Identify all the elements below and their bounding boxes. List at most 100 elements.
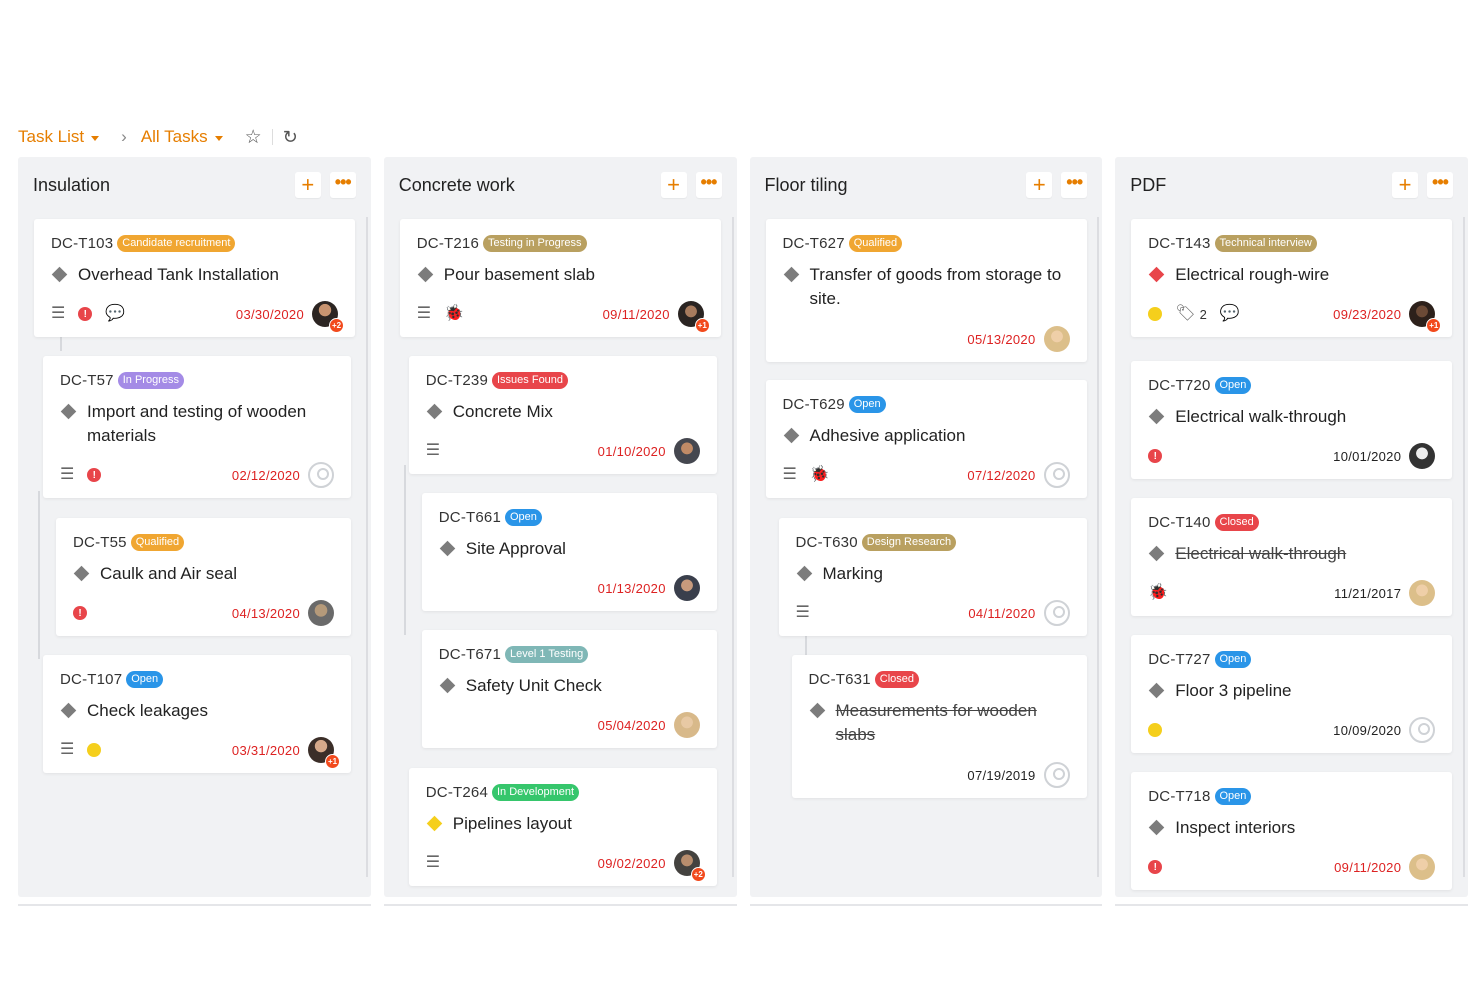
subtasks-icon[interactable]: ☰ (795, 604, 810, 621)
avatar[interactable] (673, 575, 700, 601)
task-id[interactable]: DC-T107 (60, 670, 123, 688)
subtasks-icon[interactable]: ☰ (416, 305, 432, 322)
task-title[interactable]: Overhead Tank Installation (78, 265, 279, 284)
task-title[interactable]: Pipelines layout (452, 814, 572, 833)
task-id[interactable]: DC-T140 (1148, 513, 1211, 531)
task-id[interactable]: DC-T216 (416, 234, 479, 252)
star-icon[interactable]: ☆ (244, 126, 262, 148)
task-card[interactable]: DC-T630 Design Research Marking ☰ 04/11/… (778, 518, 1087, 636)
unassigned-avatar[interactable] (1409, 717, 1436, 743)
task-id[interactable]: DC-T631 (808, 670, 871, 688)
task-id[interactable]: DC-T239 (425, 371, 488, 389)
refresh-icon[interactable]: ↻ (282, 126, 298, 147)
avatar[interactable] (1409, 580, 1436, 606)
task-title[interactable]: Concrete Mix (452, 402, 553, 421)
task-card[interactable]: DC-T661 Open Site Approval 01/13/2020 (421, 493, 717, 611)
task-title[interactable]: Electrical rough-wire (1175, 265, 1330, 284)
subtasks-icon[interactable]: ☰ (425, 854, 441, 871)
avatar[interactable] (673, 438, 700, 464)
task-id[interactable]: DC-T627 (782, 234, 845, 252)
task-card[interactable]: DC-T143 Technical interview Electrical r… (1131, 219, 1453, 337)
task-card[interactable]: DC-T216 Testing in Progress Pour basemen… (399, 219, 721, 337)
task-card[interactable]: DC-T103 Candidate recruitment Overhead T… (34, 219, 355, 337)
comment-icon[interactable]: 💬 (105, 305, 126, 322)
task-id[interactable]: DC-T103 (51, 234, 114, 252)
task-title[interactable]: Floor 3 pipeline (1175, 681, 1292, 700)
task-card[interactable]: DC-T264 In Development Pipelines layout … (408, 768, 717, 886)
task-title[interactable]: Adhesive application (809, 426, 966, 445)
task-title[interactable]: Marking (822, 564, 883, 583)
task-card[interactable]: DC-T629 Open Adhesive application ☰ 🐞 07… (765, 380, 1087, 498)
task-card[interactable]: DC-T720 Open Electrical walk-through ! 1… (1131, 361, 1453, 479)
column-scrollbar[interactable] (731, 217, 734, 877)
more-options-button[interactable]: ••• (1427, 172, 1453, 198)
avatar[interactable] (1409, 443, 1436, 469)
bug-icon[interactable]: 🐞 (444, 305, 465, 322)
avatar[interactable]: +1 (677, 301, 710, 333)
avatar[interactable]: +2 (673, 850, 706, 882)
column-scrollbar[interactable] (1463, 217, 1465, 877)
task-id[interactable]: DC-T671 (438, 645, 501, 663)
unassigned-avatar[interactable] (308, 462, 334, 488)
subtasks-icon[interactable]: ☰ (51, 305, 66, 322)
avatar[interactable]: +1 (308, 737, 340, 769)
task-id[interactable]: DC-T55 (73, 533, 127, 551)
task-id[interactable]: DC-T718 (1148, 787, 1211, 805)
bug-icon[interactable]: 🐞 (1148, 584, 1169, 601)
add-task-button[interactable]: + (1026, 172, 1053, 198)
task-id[interactable]: DC-T720 (1148, 376, 1211, 394)
task-list-dropdown[interactable]: Task List (18, 127, 100, 147)
task-title[interactable]: Transfer of goods from storage to site. (809, 265, 1062, 308)
task-title[interactable]: Check leakages (87, 701, 208, 720)
task-id[interactable]: DC-T629 (782, 395, 845, 413)
task-title[interactable]: Electrical walk-through (1175, 544, 1347, 563)
task-card[interactable]: DC-T671 Level 1 Testing Safety Unit Chec… (421, 630, 717, 748)
avatar[interactable] (673, 712, 700, 738)
avatar[interactable]: +1 (1409, 301, 1442, 333)
task-title[interactable]: Caulk and Air seal (100, 564, 238, 583)
avatar[interactable] (1043, 326, 1070, 352)
task-title[interactable]: Inspect interiors (1175, 818, 1296, 837)
all-tasks-dropdown[interactable]: All Tasks (141, 127, 223, 147)
task-card[interactable]: DC-T631 Closed Measurements for wooden s… (791, 655, 1087, 798)
task-card[interactable]: DC-T718 Open Inspect interiors ! 09/11/2… (1131, 772, 1453, 890)
avatar[interactable]: +2 (312, 301, 344, 333)
add-task-button[interactable]: + (1392, 172, 1418, 198)
task-title[interactable]: Measurements for wooden slabs (835, 701, 1037, 744)
column-scrollbar[interactable] (365, 217, 368, 877)
comment-icon[interactable]: 💬 (1219, 305, 1240, 322)
unassigned-avatar[interactable] (1043, 600, 1070, 626)
task-card[interactable]: DC-T57 In Progress Import and testing of… (43, 356, 351, 498)
task-title[interactable]: Pour basement slab (443, 265, 595, 284)
task-id[interactable]: DC-T57 (60, 371, 114, 389)
unassigned-avatar[interactable] (1043, 462, 1070, 488)
add-task-button[interactable]: + (294, 172, 321, 198)
task-id[interactable]: DC-T264 (425, 783, 488, 801)
task-id[interactable]: DC-T727 (1148, 650, 1211, 668)
add-task-button[interactable]: + (660, 172, 687, 198)
task-title[interactable]: Import and testing of wooden materials (87, 402, 307, 445)
avatar[interactable] (308, 600, 334, 626)
task-card[interactable]: DC-T627 Qualified Transfer of goods from… (765, 219, 1087, 362)
task-card[interactable]: DC-T239 Issues Found Concrete Mix ☰ 01/1… (408, 356, 717, 474)
task-id[interactable]: DC-T661 (438, 508, 501, 526)
task-title[interactable]: Site Approval (465, 539, 566, 558)
task-title[interactable]: Safety Unit Check (465, 676, 602, 695)
task-card[interactable]: DC-T55 Qualified Caulk and Air seal ! 04… (56, 518, 351, 636)
more-options-button[interactable]: ••• (695, 172, 722, 198)
subtasks-icon[interactable]: ☰ (60, 466, 75, 483)
tag-icon[interactable]: 🏷 (1175, 305, 1196, 322)
more-options-button[interactable]: ••• (329, 172, 356, 198)
task-id[interactable]: DC-T630 (795, 533, 858, 551)
subtasks-icon[interactable]: ☰ (425, 442, 441, 459)
task-card[interactable]: DC-T727 Open Floor 3 pipeline • 10/09/20… (1131, 635, 1453, 753)
task-id[interactable]: DC-T143 (1148, 234, 1211, 252)
unassigned-avatar[interactable] (1043, 762, 1070, 788)
avatar[interactable] (1409, 854, 1436, 880)
task-card[interactable]: DC-T107 Open Check leakages ☰ • 03/31/20… (43, 655, 351, 773)
bug-icon[interactable]: 🐞 (809, 466, 830, 483)
column-scrollbar[interactable] (1097, 217, 1100, 877)
subtasks-icon[interactable]: ☰ (782, 466, 797, 483)
task-card[interactable]: DC-T140 Closed Electrical walk-through 🐞… (1131, 498, 1453, 616)
subtasks-icon[interactable]: ☰ (60, 741, 75, 758)
